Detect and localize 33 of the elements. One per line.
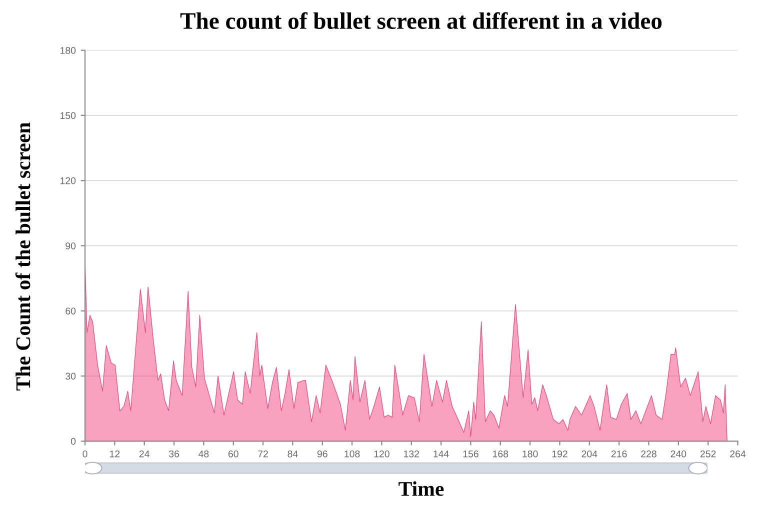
x-tick-label: 180 (522, 450, 538, 458)
x-axis-title: Time (398, 481, 444, 496)
y-axis-title: The Count of the bullet screen (15, 122, 30, 391)
x-tick-label: 84 (288, 450, 298, 458)
x-tick-label: 12 (110, 450, 120, 458)
x-tick-label: 120 (374, 450, 390, 458)
x-tick-label: 204 (582, 450, 598, 458)
x-tick-label: 228 (641, 450, 656, 458)
y-tick-label: 120 (60, 177, 76, 184)
y-tick-label: 0 (70, 438, 76, 445)
y-tick-label: 60 (66, 308, 76, 314)
x-tick-label: 264 (730, 450, 746, 458)
y-tick-label: 150 (60, 112, 76, 120)
x-tick-label: 72 (258, 450, 268, 458)
y-tick-label: 30 (66, 372, 76, 380)
x-tick-label: 168 (493, 450, 508, 458)
x-tick-label: 144 (434, 450, 449, 458)
x-tick-label: 132 (404, 450, 419, 458)
x-tick-label: 156 (463, 450, 478, 458)
y-tick-label: 180 (60, 47, 76, 54)
x-tick-label: 216 (611, 450, 627, 458)
x-tick-label: 192 (552, 450, 568, 458)
x-tick-label: 252 (700, 450, 716, 458)
x-tick-label: 60 (228, 450, 238, 458)
x-tick-label: 96 (317, 450, 328, 458)
x-tick-label: 36 (168, 450, 179, 458)
x-tick-label: 240 (670, 450, 686, 458)
x-tick-label: 24 (139, 450, 150, 458)
y-tick-label: 90 (66, 242, 76, 250)
chart-title: The count of bullet screen at different in a video (180, 12, 662, 30)
x-tick-label: 48 (198, 450, 209, 458)
x-tick-label: 108 (344, 450, 360, 458)
x-tick-label: 0 (82, 450, 88, 458)
